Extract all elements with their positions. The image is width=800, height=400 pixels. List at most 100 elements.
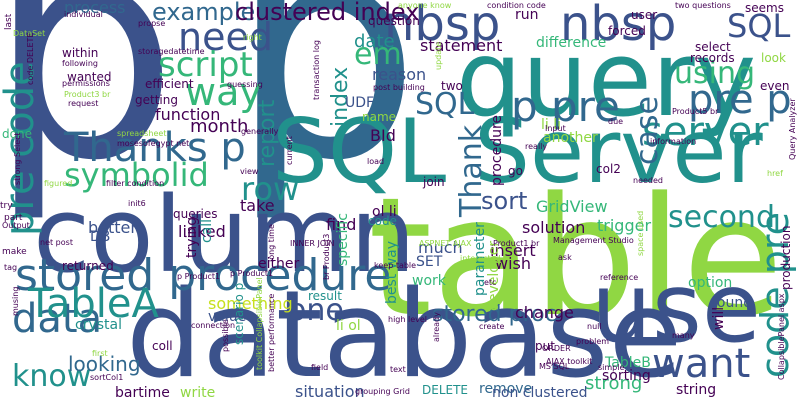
word-insert: insert bbox=[490, 241, 536, 260]
word-long-time: long time bbox=[267, 224, 276, 262]
word-product5-br: Product5 br bbox=[672, 107, 719, 116]
word-sql-small: SQL bbox=[415, 87, 475, 122]
word-transaction-log: transaction log bbox=[312, 40, 321, 100]
word-connection: connection bbox=[191, 321, 236, 330]
word-order: ORDER bbox=[542, 344, 571, 353]
word-best-way: best way bbox=[384, 240, 400, 304]
word-tag: tag bbox=[4, 263, 18, 272]
word-filter-condition: filter condition bbox=[106, 179, 165, 188]
word-month: month bbox=[190, 116, 249, 137]
word-two-questions: two questions bbox=[675, 1, 731, 10]
word-even: even bbox=[760, 79, 790, 93]
word-sort: sort bbox=[481, 187, 528, 215]
word-option: option bbox=[688, 275, 733, 291]
word-request: request bbox=[68, 99, 99, 108]
word-init6: init6 bbox=[128, 199, 146, 208]
word-last: last bbox=[4, 13, 14, 30]
word-second: second bbox=[668, 200, 775, 235]
word-bid: BId bbox=[370, 126, 396, 145]
word-sortcoll: sortCol1 bbox=[90, 373, 124, 382]
word-database: database bbox=[126, 266, 683, 400]
word-nbsp-2: nbsp bbox=[560, 0, 677, 52]
word-udf: UDF bbox=[345, 95, 375, 111]
word-permissions: permissions bbox=[62, 79, 110, 88]
word-mosesofegypt: mosesofegypt net bbox=[117, 139, 190, 148]
word-scenario-p: scenario p bbox=[232, 282, 246, 345]
word-href: href bbox=[767, 169, 783, 178]
word-statement: statement bbox=[420, 36, 503, 55]
word-null: null bbox=[587, 322, 602, 331]
word-change: change bbox=[515, 303, 574, 322]
word-ol-li: ol li bbox=[372, 204, 397, 220]
word-p-pre: p pre bbox=[511, 82, 620, 131]
word-simple: simple bbox=[598, 363, 625, 372]
word-spreadsheet: spreadsheet bbox=[117, 129, 167, 138]
word-use: use bbox=[591, 252, 761, 364]
word-process: process bbox=[64, 0, 126, 17]
word-records: records bbox=[690, 51, 735, 65]
word-stored-proc: stored proc bbox=[432, 302, 557, 327]
word-looking: looking bbox=[68, 352, 141, 376]
word-thanks-p: Thanks p bbox=[64, 125, 246, 171]
word-p-product1-small: p Product1 bbox=[230, 269, 274, 278]
word-sql: SQL bbox=[727, 7, 791, 45]
word-p-product1: p Product1 bbox=[177, 272, 221, 281]
word-write: write bbox=[180, 385, 216, 400]
word-right: right bbox=[243, 33, 262, 42]
word-something: something bbox=[208, 294, 293, 313]
word-call: call bbox=[199, 218, 215, 243]
word-either: either bbox=[258, 256, 300, 272]
word-many: many bbox=[672, 331, 695, 340]
word-two: two bbox=[441, 79, 463, 93]
word-stored-procedure: stored procedure bbox=[15, 250, 392, 301]
word-input: Input bbox=[545, 124, 566, 133]
word-pre-p: pre p bbox=[688, 77, 792, 123]
word-non-clustered: non clustered bbox=[492, 385, 588, 400]
word-information: information bbox=[650, 137, 697, 146]
word-current: current bbox=[285, 136, 294, 165]
word-found: found bbox=[712, 295, 753, 311]
word-tableb: TableB bbox=[605, 355, 651, 371]
word-br-product3: br Product3 bbox=[322, 233, 331, 280]
word-put: put bbox=[535, 339, 555, 353]
word-returned: returned bbox=[62, 259, 114, 273]
word-select: select bbox=[695, 40, 731, 54]
word-strong-select: strong Select bbox=[13, 132, 22, 185]
word-sorting: sorting bbox=[602, 368, 651, 384]
word-product1-br: Product1 br bbox=[493, 239, 540, 248]
word-better: better bbox=[88, 218, 137, 237]
word-table: table bbox=[368, 162, 784, 353]
word-value: value bbox=[208, 309, 247, 325]
word-anyone-know: anyone know bbox=[398, 1, 452, 10]
word-ask: ask bbox=[558, 253, 572, 262]
word-high-level: high level bbox=[388, 315, 428, 324]
word-query: query bbox=[456, 18, 757, 140]
word-crystal: crystal bbox=[75, 317, 122, 333]
word-propse: propse bbox=[138, 19, 166, 28]
word-delete: DELETE bbox=[422, 383, 469, 397]
word-clustered-index: clustered index bbox=[235, 0, 420, 26]
word-text: text bbox=[390, 365, 406, 374]
word-update: update bbox=[434, 41, 443, 70]
word-reason: reason bbox=[372, 65, 427, 84]
word-forced: forced bbox=[608, 24, 646, 38]
word-already: already bbox=[432, 312, 441, 342]
word-symbolid: symbolid bbox=[64, 156, 209, 194]
word-try: try bbox=[0, 201, 13, 211]
word-asp-net-ajax: ASPNET AJAX bbox=[419, 239, 472, 248]
word-li-li: li li bbox=[541, 117, 562, 133]
word-query-analyzer: Query Analyzer bbox=[788, 98, 797, 160]
word-take: take bbox=[240, 196, 275, 215]
word-individual: individual bbox=[64, 10, 103, 19]
word-situation: situation bbox=[295, 382, 365, 400]
word-etc: etc bbox=[484, 278, 497, 287]
word-storagedatetime: storagedatetime bbox=[138, 47, 205, 56]
word-want: want bbox=[652, 341, 751, 387]
word-row: row bbox=[241, 170, 300, 208]
word-wanted: wanted bbox=[67, 70, 112, 84]
word-problem: problem bbox=[576, 337, 610, 346]
word-gridview: GridView bbox=[536, 197, 608, 216]
word-sql-server: SQL Server bbox=[272, 100, 763, 203]
word-need: need bbox=[178, 15, 273, 59]
